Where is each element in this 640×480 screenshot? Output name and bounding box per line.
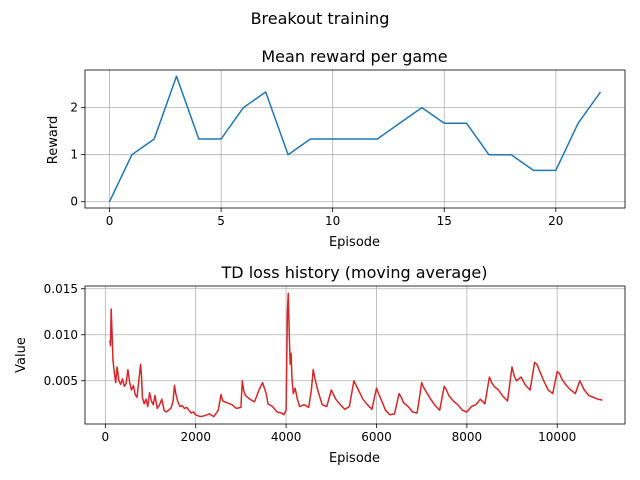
y-tick-label: 1: [70, 148, 78, 162]
x-tick-label: 5: [217, 214, 225, 228]
td-loss-chart-title: TD loss history (moving average): [221, 263, 488, 282]
y-tick-label: 0.010: [44, 328, 78, 342]
x-tick-label: 8000: [452, 430, 483, 444]
x-tick-label: 0: [106, 214, 114, 228]
y-tick-label: 0.015: [44, 282, 78, 296]
x-tick-label: 2000: [180, 430, 211, 444]
td-loss-chart: TD loss history (moving average) Episode…: [14, 263, 626, 466]
reward-chart: Mean reward per game Episode Reward 0 5 10…: [46, 47, 626, 250]
y-tick-label: 2: [70, 101, 78, 115]
series-line: [109, 292, 603, 418]
plot-frame: [84, 69, 626, 209]
td-loss-chart-xlabel: Episode: [329, 451, 380, 466]
x-tick-label: 4000: [271, 430, 302, 444]
x-tick-label: 15: [437, 214, 452, 228]
x-tick-label: 0: [102, 430, 110, 444]
reward-chart-xlabel: Episode: [329, 235, 380, 250]
y-tick-label: 0: [70, 195, 78, 209]
x-tick-label: 6000: [361, 430, 392, 444]
series-line: [108, 75, 602, 203]
y-tick-label: 0.005: [44, 374, 78, 388]
x-tick-label: 20: [548, 214, 563, 228]
plot-frame: [84, 285, 626, 425]
figure-title: Breakout training: [251, 9, 390, 28]
td-loss-chart-ylabel: Value: [14, 337, 29, 373]
x-tick-label: 10000: [538, 430, 576, 444]
reward-chart-ylabel: Reward: [46, 116, 61, 164]
x-tick-label: 10: [325, 214, 340, 228]
reward-chart-title: Mean reward per game: [261, 47, 447, 66]
